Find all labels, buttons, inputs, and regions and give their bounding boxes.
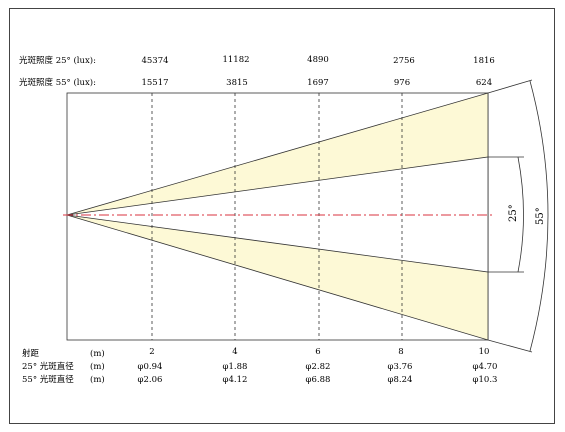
lux-55-value: 15517 <box>141 78 168 88</box>
diagram-frame <box>9 8 555 424</box>
throw-value: 2 <box>149 347 154 357</box>
diameter-55-value: φ8.24 <box>388 375 413 385</box>
diameter-25-unit: (m) <box>90 361 105 372</box>
diameter-55-value: φ6.88 <box>306 375 331 385</box>
diameter-25-value: φ4.70 <box>473 362 498 372</box>
diameter-55-unit: (m) <box>90 374 105 385</box>
diameter-55-value: φ10.3 <box>473 375 498 385</box>
wide-angle-arc <box>529 80 549 352</box>
diameter-25-value: φ0.94 <box>138 362 163 372</box>
lux-55-value: 1697 <box>307 78 329 88</box>
diameter-25-value: φ2.82 <box>306 362 331 372</box>
narrow-angle-arc <box>517 156 524 273</box>
lux-25-label: 光斑照度 25° (lux): <box>19 55 96 66</box>
lux-55-label: 光斑照度 55° (lux): <box>19 77 96 88</box>
lux-25-value: 2756 <box>393 56 415 66</box>
lux-55-value: 976 <box>394 78 410 88</box>
lux-25-value: 45374 <box>141 56 168 66</box>
throw-value: 4 <box>232 347 237 357</box>
diameter-25-value: φ1.88 <box>223 362 248 372</box>
throw-unit: (m) <box>90 348 105 359</box>
diameter-55-value: φ2.06 <box>138 375 163 385</box>
wide-extension-top <box>487 79 533 94</box>
diameter-55-label: 55° 光斑直径 <box>22 374 74 385</box>
narrow-angle-label: 25° <box>508 204 519 222</box>
diameter-25-value: φ3.76 <box>388 362 413 372</box>
diameter-25-label: 25° 光斑直径 <box>22 361 74 372</box>
narrow-beam-cone <box>66 156 489 273</box>
lux-25-value: 4890 <box>307 55 329 65</box>
throw-value: 10 <box>479 347 490 357</box>
wide-angle-label: 55° <box>535 207 546 225</box>
throw-value: 6 <box>315 347 320 357</box>
lux-55-value: 624 <box>476 78 492 88</box>
throw-value: 8 <box>398 347 403 357</box>
throw-label: 射距 <box>22 348 40 359</box>
wide-extension-bottom <box>487 339 533 353</box>
lux-25-value: 1816 <box>473 56 495 66</box>
diameter-55-value: φ4.12 <box>223 375 248 385</box>
lux-55-value: 3815 <box>226 78 248 88</box>
lux-25-value: 11182 <box>222 55 249 65</box>
